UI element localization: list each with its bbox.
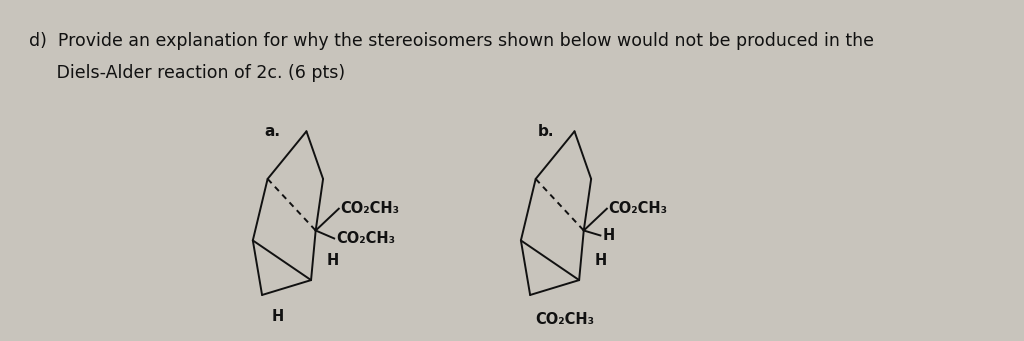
Text: CO₂CH₃: CO₂CH₃ [608, 201, 668, 216]
Text: d)  Provide an explanation for why the stereoisomers shown below would not be pr: d) Provide an explanation for why the st… [29, 32, 874, 50]
Text: H: H [271, 309, 284, 324]
Text: CO₂CH₃: CO₂CH₃ [341, 201, 399, 216]
Text: a.: a. [265, 124, 281, 139]
Text: H: H [602, 228, 614, 243]
Text: CO₂CH₃: CO₂CH₃ [535, 312, 594, 327]
Text: CO₂CH₃: CO₂CH₃ [336, 231, 395, 246]
Text: H: H [595, 253, 607, 268]
Text: Diels-Alder reaction of 2c. (6 pts): Diels-Alder reaction of 2c. (6 pts) [29, 64, 345, 82]
Text: H: H [327, 253, 339, 268]
Text: b.: b. [538, 124, 554, 139]
